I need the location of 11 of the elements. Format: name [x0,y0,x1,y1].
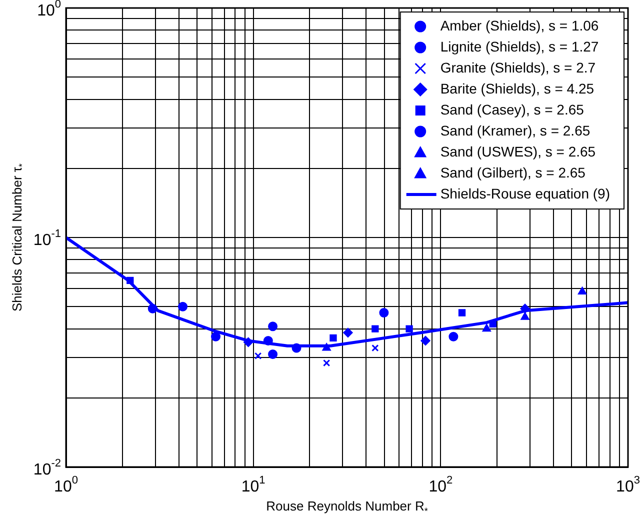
legend-label: Lignite (Shields), s = 1.27 [440,38,599,54]
legend-label: Granite (Shields), s = 2.7 [440,59,596,76]
legend-label: Amber (Shields), s = 1.06 [440,17,599,34]
legend-label: Sand (Casey), s = 2.65 [440,101,584,118]
legend-label: Sand (Gilbert), s = 2.65 [440,164,586,180]
legend-label: Shields-Rouse equation (9) [440,185,610,202]
y-axis-title: Shields Critical Number τ* [10,162,28,312]
legend-label: Sand (USWES), s = 2.65 [440,143,596,160]
legend-label: Sand (Kramer), s = 2.65 [440,122,590,138]
x-axis-title: Rouse Reynolds Number R* [266,498,428,516]
legend-label: Barite (Shields), s = 4.25 [440,80,594,96]
